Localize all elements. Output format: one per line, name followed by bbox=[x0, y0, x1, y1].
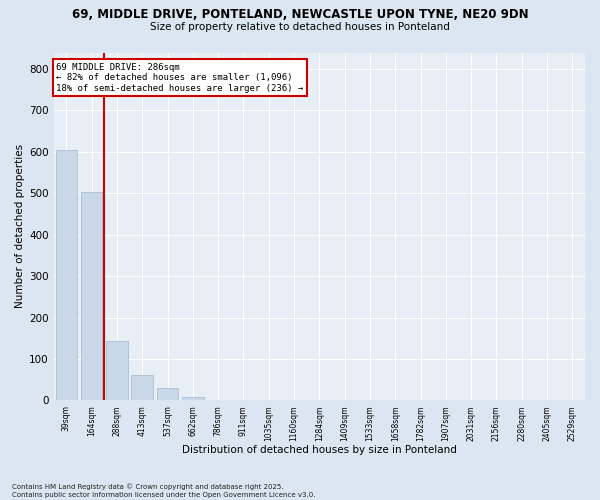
Bar bbox=[56, 150, 77, 401]
Bar bbox=[157, 388, 178, 400]
Bar bbox=[182, 397, 203, 400]
Bar bbox=[131, 374, 153, 400]
Text: 69 MIDDLE DRIVE: 286sqm
← 82% of detached houses are smaller (1,096)
18% of semi: 69 MIDDLE DRIVE: 286sqm ← 82% of detache… bbox=[56, 63, 304, 92]
Bar bbox=[81, 192, 103, 400]
Y-axis label: Number of detached properties: Number of detached properties bbox=[15, 144, 25, 308]
Text: Size of property relative to detached houses in Ponteland: Size of property relative to detached ho… bbox=[150, 22, 450, 32]
X-axis label: Distribution of detached houses by size in Ponteland: Distribution of detached houses by size … bbox=[182, 445, 457, 455]
Bar bbox=[106, 341, 128, 400]
Text: Contains HM Land Registry data © Crown copyright and database right 2025.
Contai: Contains HM Land Registry data © Crown c… bbox=[12, 484, 316, 498]
Text: 69, MIDDLE DRIVE, PONTELAND, NEWCASTLE UPON TYNE, NE20 9DN: 69, MIDDLE DRIVE, PONTELAND, NEWCASTLE U… bbox=[71, 8, 529, 20]
